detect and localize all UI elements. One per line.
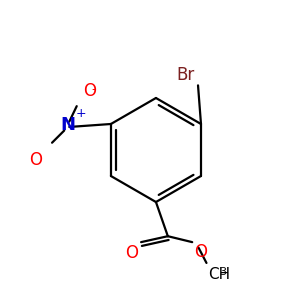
Text: O: O xyxy=(194,243,207,261)
Text: +: + xyxy=(75,106,86,119)
Text: 3: 3 xyxy=(219,267,226,277)
Text: O: O xyxy=(125,244,138,262)
Text: O: O xyxy=(83,82,96,100)
Text: CH: CH xyxy=(208,267,230,282)
Text: O: O xyxy=(29,151,43,169)
Text: -: - xyxy=(91,83,95,96)
Text: Br: Br xyxy=(177,66,195,84)
Text: N: N xyxy=(60,116,75,134)
